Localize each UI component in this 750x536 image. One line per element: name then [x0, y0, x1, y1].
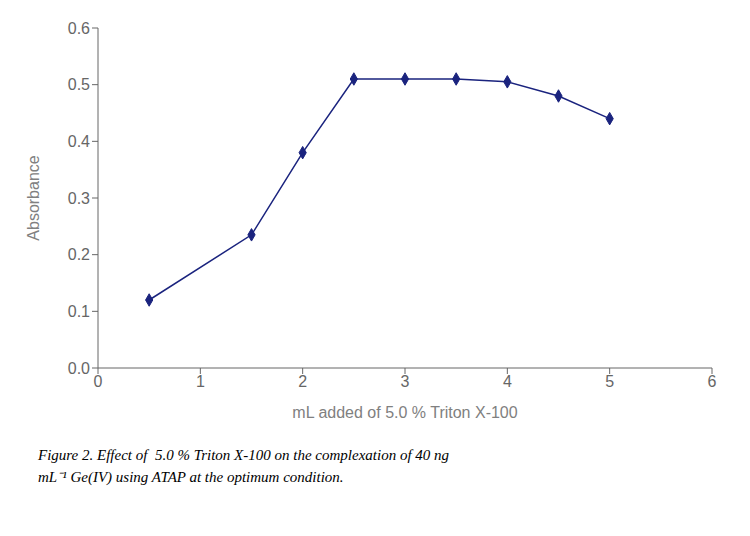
svg-text:0.5: 0.5 — [68, 76, 90, 93]
svg-text:0.0: 0.0 — [68, 360, 90, 377]
svg-text:5: 5 — [605, 373, 614, 390]
svg-text:4: 4 — [503, 373, 512, 390]
svg-text:6: 6 — [708, 373, 717, 390]
svg-text:2: 2 — [298, 373, 307, 390]
svg-text:Absorbance: Absorbance — [25, 155, 42, 240]
svg-text:0.4: 0.4 — [68, 133, 90, 150]
svg-text:0.2: 0.2 — [68, 246, 90, 263]
svg-text:1: 1 — [196, 373, 205, 390]
svg-text:3: 3 — [401, 373, 410, 390]
html-text:mL⁻¹ Ge(IV) using ATAP at the: mL⁻¹ Ge(IV) using ATAP at the optimum co… — [38, 469, 344, 485]
svg-text:0.3: 0.3 — [68, 190, 90, 207]
svg-text:0.1: 0.1 — [68, 303, 90, 320]
svg-text:mL added of 5.0 % Triton X-100: mL added of 5.0 % Triton X-100 — [292, 404, 517, 421]
svg-text:0: 0 — [94, 373, 103, 390]
svg-text:0.6: 0.6 — [68, 20, 90, 37]
html-text:Figure 2. Effect of 5.0 % Trit: Figure 2. Effect of 5.0 % Triton X-100 o… — [38, 447, 450, 463]
